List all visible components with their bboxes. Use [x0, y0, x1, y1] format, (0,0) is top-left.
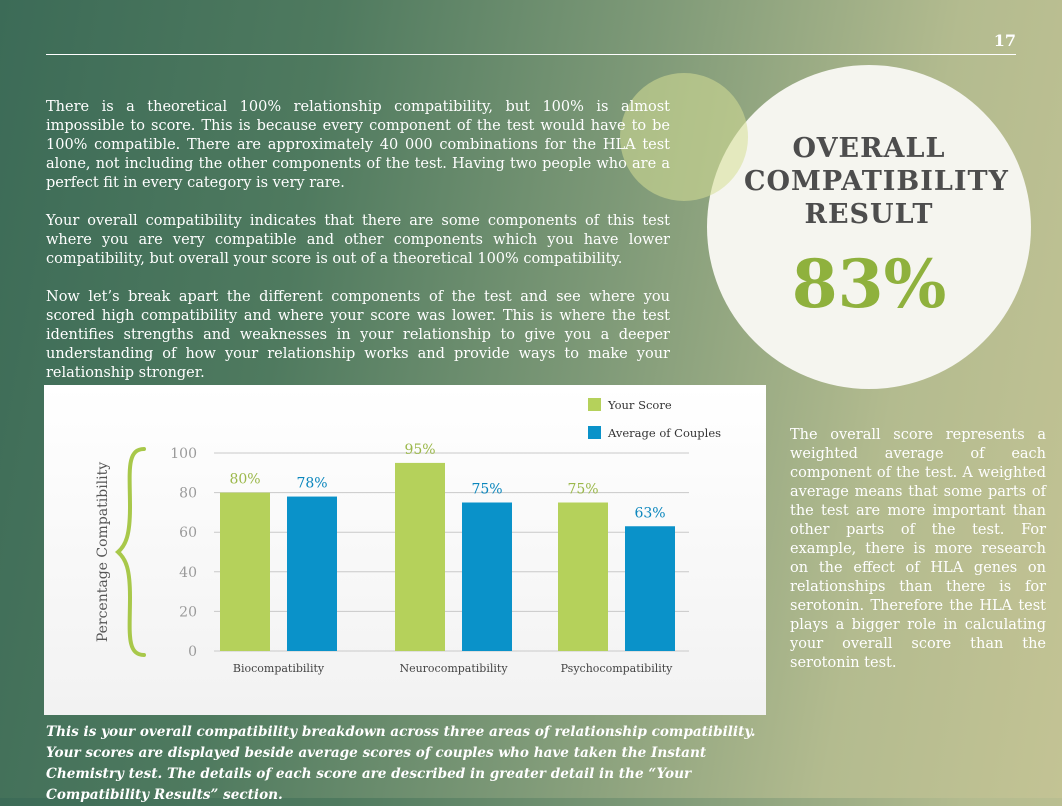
result-value: 83%	[791, 245, 947, 323]
y-tick-label: 80	[179, 486, 197, 502]
bar	[558, 502, 608, 651]
y-axis-label: Percentage Compatibility	[95, 462, 111, 642]
page-number: 17	[993, 31, 1016, 50]
bar	[462, 502, 512, 651]
bar-value-label: 63%	[634, 505, 665, 521]
y-tick-label: 0	[188, 644, 197, 660]
x-tick-label: Neurocompatibility	[399, 662, 508, 675]
bar-value-label: 95%	[404, 442, 435, 458]
y-tick-label: 20	[179, 604, 197, 620]
y-tick-label: 40	[179, 565, 197, 581]
x-tick-label: Biocompatibility	[233, 662, 325, 675]
legend-swatch	[588, 398, 601, 411]
intro-text: There is a theoretical 100% relationship…	[46, 98, 670, 402]
y-tick-label: 60	[179, 525, 197, 541]
brace-icon	[114, 447, 146, 657]
legend-swatch	[588, 426, 601, 439]
result-title: OVERALL COMPATIBILITY RESULT	[744, 132, 1009, 231]
bar-value-label: 80%	[229, 472, 260, 488]
top-rule	[46, 54, 1016, 55]
bar	[395, 462, 445, 651]
intro-paragraph: Your overall compatibility indicates tha…	[46, 213, 670, 267]
result-circle	[707, 65, 1031, 389]
bar-value-label: 75%	[471, 482, 502, 498]
bar	[287, 496, 337, 651]
chart-caption: This is your overall compatibility break…	[46, 724, 756, 803]
bar-value-label: 75%	[567, 482, 598, 498]
intro-paragraph: Now let’s break apart the different comp…	[46, 289, 670, 381]
bar-chart: 0 20 40 60 80 100 Percentage Compatibility 80% 7…	[95, 398, 721, 675]
bar	[220, 492, 270, 651]
result-title-line: RESULT	[804, 199, 934, 230]
result-title-line: COMPATIBILITY	[744, 166, 1009, 197]
side-note: The overall score represents a weighted …	[790, 427, 1046, 671]
chart-panel: 0 20 40 60 80 100 Percentage Compatibility 80% 7…	[44, 385, 766, 715]
y-tick-label: 100	[170, 446, 197, 462]
decorative-circle	[620, 73, 748, 201]
x-tick-label: Psychocompatibility	[561, 662, 674, 675]
intro-paragraph: There is a theoretical 100% relationship…	[46, 99, 670, 191]
bar	[625, 526, 675, 651]
legend-label: Your Score	[607, 398, 672, 412]
result-title-line: OVERALL	[792, 133, 946, 164]
legend-label: Average of Couples	[607, 426, 721, 440]
bar-value-label: 78%	[296, 476, 327, 492]
